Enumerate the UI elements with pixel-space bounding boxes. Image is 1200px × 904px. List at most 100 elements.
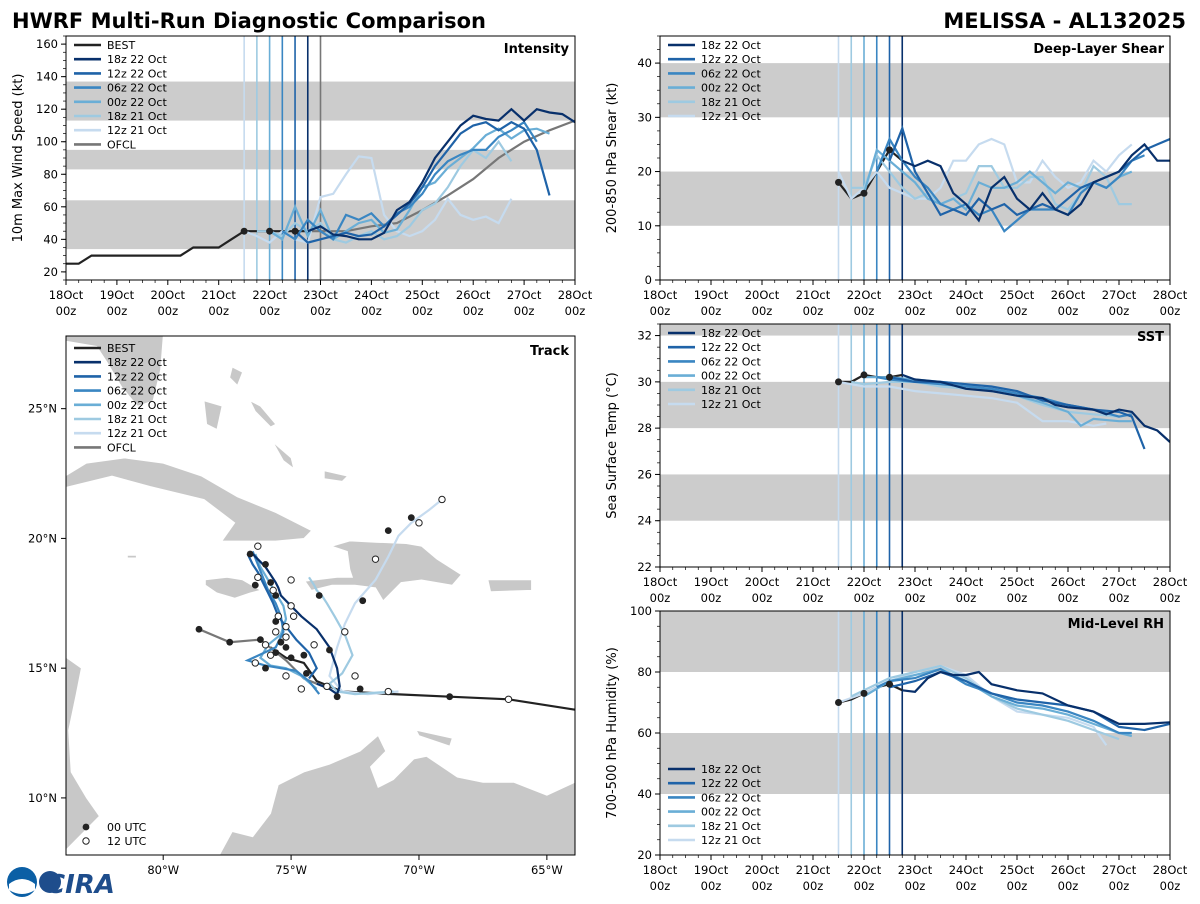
x-tick-label-hour: 00z bbox=[752, 879, 773, 893]
legend-label: 12z 21 Oct bbox=[107, 427, 167, 440]
legend-label: 06z 22 Oct bbox=[701, 355, 761, 368]
legend-label: 18z 21 Oct bbox=[701, 96, 761, 109]
x-tick-label-day: 27Oct bbox=[1102, 863, 1137, 877]
land-bahamas-5 bbox=[323, 470, 349, 482]
x-tick-label-hour: 00z bbox=[701, 304, 722, 318]
legend-label: 00z 22 Oct bbox=[701, 806, 761, 819]
shaded-band bbox=[660, 324, 1170, 336]
y-tick-label: 32 bbox=[637, 329, 652, 343]
y-tick-label: 80 bbox=[43, 167, 58, 181]
marker-00utc bbox=[303, 669, 310, 677]
legend-label: OFCL bbox=[107, 138, 137, 151]
land-hispaniola bbox=[304, 540, 462, 602]
legend-label: 00z 22 Oct bbox=[107, 96, 167, 109]
cira-globe-icon bbox=[39, 871, 61, 893]
x-tick-label-hour: 00z bbox=[650, 591, 671, 605]
x-tick-label-hour: 00z bbox=[854, 304, 875, 318]
storm-title: MELISSA - AL132025 bbox=[943, 9, 1186, 33]
x-tick-label-hour: 00z bbox=[514, 304, 535, 318]
x-tick-label-day: 22Oct bbox=[847, 575, 882, 589]
x-tick-label-day: 26Oct bbox=[1051, 863, 1086, 877]
x-tick-label-day: 19Oct bbox=[694, 575, 729, 589]
intensity-panel: 20 40 60 80 100 120 140 160 18Oct 00z 19Oct 00z 20Oc… bbox=[11, 35, 593, 318]
x-tick-label-day: 22Oct bbox=[252, 288, 287, 302]
y-tick-label: 60 bbox=[43, 200, 58, 214]
x-tick-label-hour: 00z bbox=[1160, 879, 1181, 893]
x-tick-label-hour: 00z bbox=[565, 304, 586, 318]
x-tick-label-hour: 00z bbox=[56, 304, 77, 318]
x-tick-label-hour: 00z bbox=[905, 879, 926, 893]
map-area bbox=[66, 336, 575, 855]
x-tick-label-hour: 00z bbox=[1160, 304, 1181, 318]
x-tick-label-day: 18Oct bbox=[643, 575, 678, 589]
legend-label: 06z 22 Oct bbox=[701, 67, 761, 80]
legend-label: 12z 22 Oct bbox=[107, 67, 167, 80]
x-tick-label-hour: 00z bbox=[701, 879, 722, 893]
x-tick-label-hour: 00z bbox=[1160, 591, 1181, 605]
x-tick-label-hour: 00z bbox=[1058, 304, 1079, 318]
marker-00utc bbox=[251, 581, 259, 589]
marker-00utc bbox=[315, 592, 323, 599]
x-tick-label-day: 19Oct bbox=[100, 288, 135, 302]
y-tick-label: 26 bbox=[637, 467, 652, 481]
y-tick-label: 20 bbox=[637, 165, 652, 179]
marker-00utc bbox=[195, 625, 203, 633]
series-line-0 bbox=[901, 373, 1170, 443]
legend-label: 00z 22 Oct bbox=[701, 82, 761, 95]
x-tick-label: 65°W bbox=[531, 863, 563, 877]
marker-00utc bbox=[287, 654, 295, 662]
legend-label: 18z 21 Oct bbox=[701, 820, 761, 833]
y-tick-label: 40 bbox=[637, 56, 652, 70]
x-tick-label-day: 25Oct bbox=[405, 288, 440, 302]
series-line-1 bbox=[889, 376, 1146, 450]
y-tick-label: 30 bbox=[637, 375, 652, 389]
x-tick-label-day: 18Oct bbox=[49, 288, 84, 302]
x-tick-label-hour: 00z bbox=[905, 304, 926, 318]
legend-label: 18z 21 Oct bbox=[107, 110, 167, 123]
y-tick-label: 100 bbox=[36, 135, 58, 149]
marker-12utc bbox=[254, 542, 262, 550]
y-tick-label: 25°N bbox=[28, 402, 57, 416]
track-line-0 bbox=[251, 553, 341, 696]
y-tick-label: 80 bbox=[637, 665, 652, 679]
y-tick-label: 40 bbox=[43, 232, 58, 246]
marker-12utc bbox=[261, 641, 270, 649]
legend-marker-00utc bbox=[82, 823, 90, 831]
x-tick-label-day: 27Oct bbox=[507, 288, 542, 302]
legend-label: OFCL bbox=[107, 441, 137, 454]
best-point bbox=[886, 373, 893, 381]
x-tick-label-day: 18Oct bbox=[643, 863, 678, 877]
y-tick-label: 20°N bbox=[28, 531, 57, 545]
x-tick-label-day: 20Oct bbox=[745, 575, 780, 589]
shear-panel: 0 10 20 30 40 18Oct 00z 19Oct 00z 20Oct 00z 21Oct 00… bbox=[605, 35, 1188, 318]
legend-label: 18z 22 Oct bbox=[107, 356, 167, 369]
x-tick-label-day: 28Oct bbox=[1153, 863, 1188, 877]
x-tick-label-hour: 00z bbox=[803, 879, 824, 893]
x-tick-label-day: 25Oct bbox=[1000, 863, 1035, 877]
legend-label: 12z 22 Oct bbox=[701, 53, 761, 66]
y-tick-label: 120 bbox=[36, 102, 58, 116]
x-tick-label: 75°W bbox=[275, 863, 307, 877]
plot-area bbox=[835, 124, 1170, 233]
marker-12utc bbox=[282, 633, 290, 641]
panel-title: Track bbox=[530, 344, 569, 359]
x-tick-label-day: 23Oct bbox=[898, 575, 933, 589]
x-tick-label-day: 24Oct bbox=[354, 288, 389, 302]
marker-12utc bbox=[287, 576, 295, 584]
x-tick-label-day: 20Oct bbox=[745, 288, 780, 302]
marker-00utc bbox=[267, 579, 275, 586]
marker-12utc bbox=[289, 612, 298, 620]
x-tick-label-day: 20Oct bbox=[151, 288, 186, 302]
x-tick-label-day: 28Oct bbox=[558, 288, 593, 302]
y-tick-label: 30 bbox=[637, 110, 652, 124]
marker-12utc bbox=[310, 641, 318, 649]
map-frame bbox=[65, 335, 576, 856]
legend-marker-12utc bbox=[82, 837, 90, 845]
y-tick-label: 20 bbox=[43, 265, 58, 279]
y-tick-label: 40 bbox=[637, 787, 652, 801]
legend-label: 06z 22 Oct bbox=[107, 385, 167, 398]
x-tick-label-day: 23Oct bbox=[303, 288, 338, 302]
land-bahamas-2 bbox=[249, 399, 277, 428]
marker-00utc bbox=[256, 636, 264, 644]
x-tick-label-day: 24Oct bbox=[949, 575, 984, 589]
